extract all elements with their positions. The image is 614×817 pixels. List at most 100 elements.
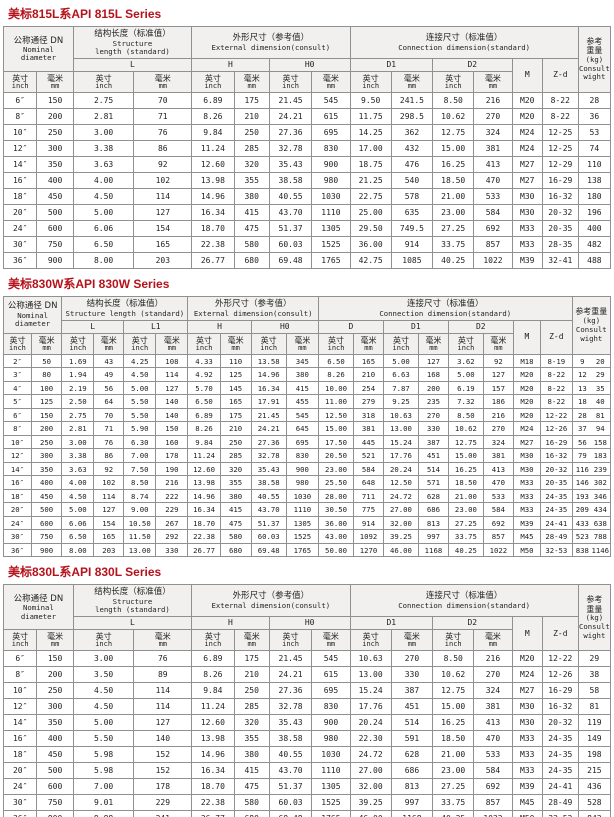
cell: 279 [353,394,384,409]
cell: 22.38 [187,529,221,544]
col-subheader-d2: D2 [432,616,513,631]
cell: M33 [511,730,543,748]
cell: 5.50 [123,407,157,423]
cell: 190 [155,461,189,477]
cell: 470 [473,730,513,748]
cell: 114 [133,682,193,700]
cell: 21.00 [447,488,485,504]
cell: 71 [133,107,193,125]
col-subheader-h0: H0 [250,319,319,334]
cell: 12.60 [187,461,221,477]
cell: M24 [511,666,543,684]
table-row: 30″ 750 6.50 165 11.50 292 22.38 580 60.03 1525 43… [3,529,612,544]
cell: 528 [577,794,612,812]
cell: 140 [155,407,189,423]
cell: 10″ [2,682,38,700]
cell: 355 [233,730,270,748]
cell: 250 [36,682,74,700]
table-row: 10″ 250 4.50 114 9.84 250 27.36 695 15.24 387 12.7… [2,682,612,700]
cell: 8-22 [540,394,573,409]
cell: 413 [473,155,513,173]
cell: 81 [577,698,612,716]
cell: 43.00 [317,529,355,544]
cell: 125 [219,367,252,382]
cell: 29.50 [349,219,392,237]
unit-header-mm: 毫米 mm [473,70,513,93]
col-subheader-d1: D1 [349,616,434,631]
cell: 39.25 [382,529,420,544]
cell: 8.26 [191,666,235,684]
cell: 51.37 [268,778,313,796]
cell: 11.24 [191,698,235,716]
cell: 3.62 [447,353,485,369]
unit-header-mm: 毫米 mm [418,332,449,355]
cell: 210 [353,367,384,382]
cell: 980 [311,730,351,748]
unit-header-inch: 英寸 inch [250,332,287,355]
cell: 2.75 [72,91,135,109]
cell: 16-29 [541,682,579,700]
cell-weight: 79 183 [571,448,612,463]
cell: 16″ [2,171,38,189]
cell: 4.92 [187,367,221,382]
cell: 6.89 [187,407,221,423]
cell: 50 [30,353,63,369]
cell: 254 [353,380,384,396]
cell: 381 [473,698,513,716]
cell: 1030 [311,187,351,205]
cell: 32-53 [540,542,573,558]
cell: 16-29 [540,434,573,450]
cell: 680 [219,542,252,558]
cell: 914 [353,515,384,531]
cell: 470 [483,475,514,490]
cell: 580 [233,235,270,253]
cell: 18″ [2,187,38,205]
cell: 74 [577,139,612,157]
unit-header-inch: 英寸 inch [349,70,392,93]
cell: 40.55 [268,187,313,205]
cell: 7.00 [123,448,157,463]
cell: 20″ [2,762,38,780]
cell: 5.00 [382,353,420,369]
cell: 28-49 [540,529,573,544]
table-body: 6″ 150 3.00 76 6.89 175 21.45 545 10.63 270 8.50 21… [2,650,612,817]
cell: 1765 [311,810,351,817]
cell: 5.90 [123,421,157,436]
cell: 11.50 [123,529,157,544]
cell: 20-32 [541,714,579,732]
cell: 36″ [2,810,38,817]
unit-header-inch: 英寸 inch [382,332,420,355]
cell: 324 [473,682,513,700]
cell: M27 [511,171,543,189]
cell: 152 [133,746,193,764]
cell: M20 [511,91,543,109]
cell: 686 [418,502,449,517]
cell: 6.30 [123,434,157,450]
cell: 24.21 [268,666,313,684]
unit-header-mm: 毫米 mm [233,629,270,652]
cell: 15.24 [349,682,392,700]
cell: 16.34 [191,203,235,221]
cell: 15.00 [432,139,475,157]
spec-table: 公称通径 DN Nominal diameter 结构长度（标准值） Structure… [2,26,612,269]
cell: 415 [219,502,252,517]
cell: M20 [512,367,542,382]
table-row: 14″ 350 3.63 92 12.60 320 35.43 900 18.75 476 16.2… [2,155,612,173]
cell: 24.72 [382,488,420,504]
cell: 350 [36,714,74,732]
cell: 229 [133,794,193,812]
cell: 545 [311,650,351,668]
cell: 1270 [353,542,384,558]
cell: M30 [511,698,543,716]
cell: 4.50 [61,488,95,504]
cell: M30 [512,461,542,477]
cell: 857 [473,794,513,812]
cell: 6″ [3,407,32,423]
cell: 8-19 [540,353,573,369]
cell: 482 [577,235,612,253]
cell: 89 [133,666,193,684]
cell: 415 [233,203,270,221]
cell: 27.00 [349,762,392,780]
cell: 16-32 [541,187,579,205]
cell: 127 [133,714,193,732]
